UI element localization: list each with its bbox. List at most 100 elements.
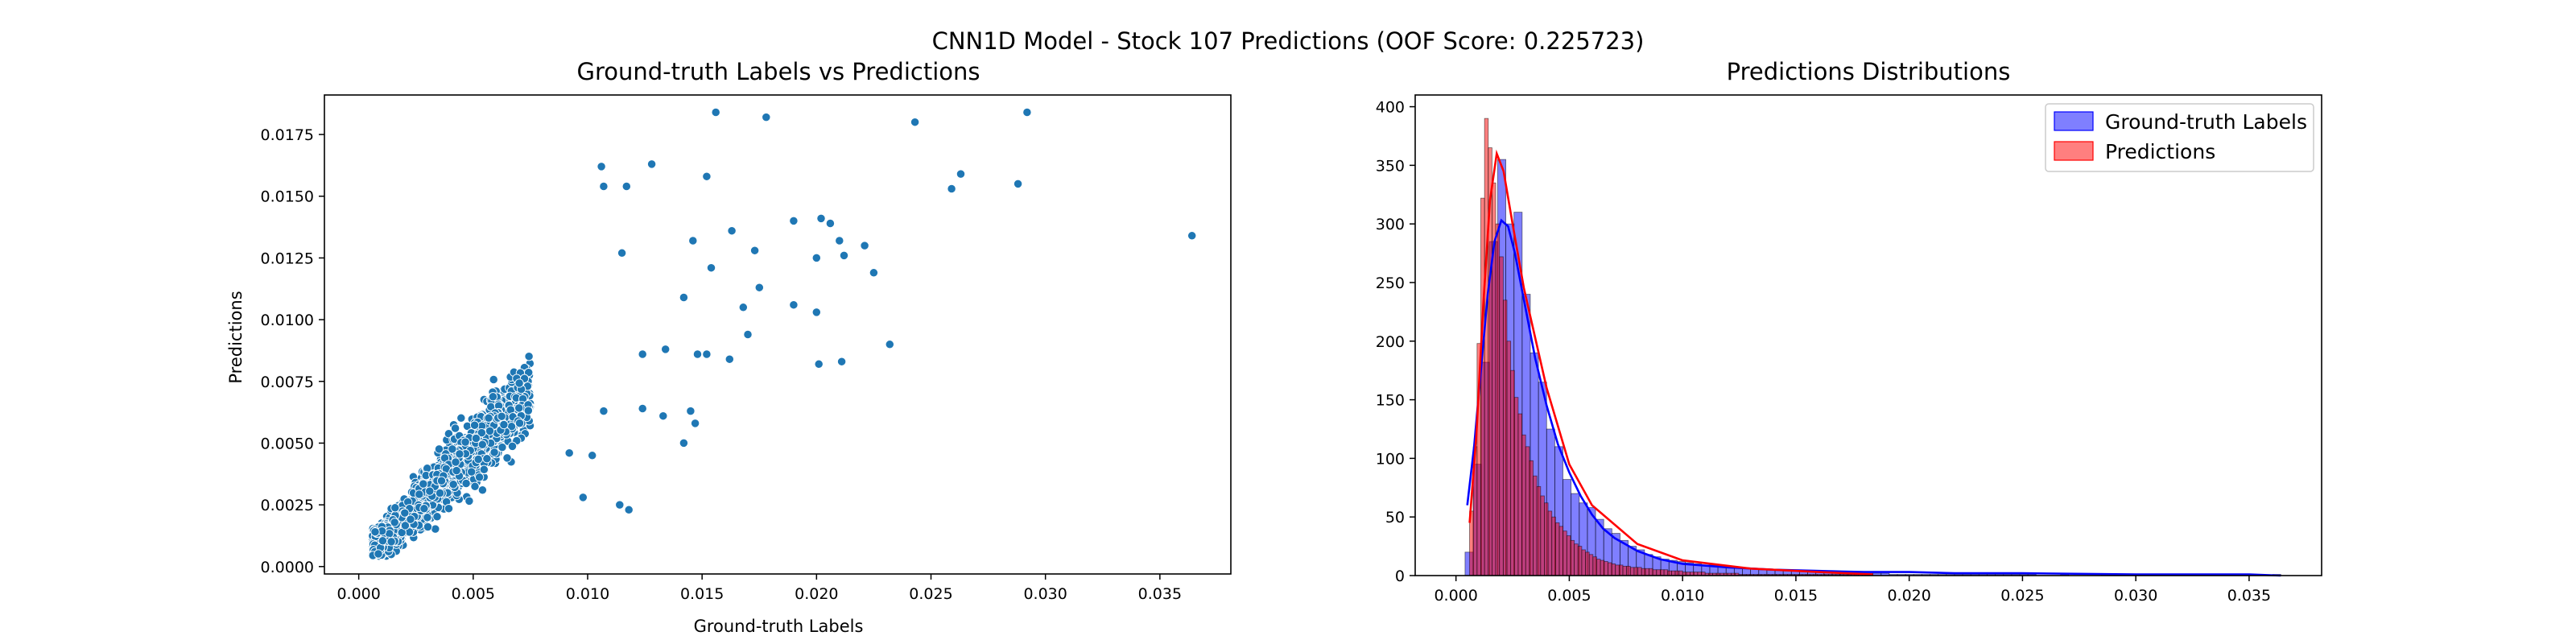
histogram-bar-predictions bbox=[1663, 569, 1669, 576]
histogram-bar-predictions bbox=[1499, 256, 1504, 576]
histogram-y-tick-label: 0 bbox=[1395, 568, 1405, 585]
scatter-y-tick-label: 0.0075 bbox=[261, 374, 314, 391]
histogram-bar-predictions bbox=[1604, 561, 1608, 576]
scatter-point bbox=[839, 250, 849, 261]
histogram-bar-predictions bbox=[1502, 299, 1508, 576]
scatter-point bbox=[390, 503, 400, 513]
histogram-bar-predictions bbox=[1551, 516, 1556, 576]
scatter-point bbox=[390, 518, 399, 527]
scatter-point bbox=[444, 429, 454, 439]
scatter-point bbox=[825, 218, 836, 229]
histogram-x-tick-label: 0.010 bbox=[1661, 587, 1704, 605]
histogram-y-tick-label: 100 bbox=[1376, 450, 1405, 468]
scatter-point bbox=[638, 349, 647, 359]
histogram-axes: 0.000 0.005 0.010 0.015 0.020 0.025 0.030 0.035… bbox=[1376, 99, 2271, 605]
histogram-bar-predictions bbox=[1533, 475, 1538, 576]
scatter-point bbox=[474, 473, 485, 482]
scatter-point bbox=[1013, 179, 1023, 189]
scatter-y-tick-label: 0.0150 bbox=[261, 188, 314, 206]
scatter-point bbox=[419, 504, 429, 514]
scatter-point bbox=[423, 522, 433, 532]
scatter-point bbox=[473, 454, 483, 464]
scatter-point bbox=[956, 169, 966, 179]
scatter-xlabel: Ground-truth Labels bbox=[694, 617, 864, 636]
scatter-point bbox=[431, 524, 440, 534]
scatter-point bbox=[688, 236, 698, 246]
scatter-point bbox=[452, 465, 461, 476]
scatter-x-tick-label: 0.035 bbox=[1138, 585, 1182, 603]
histogram-bar-predictions bbox=[1588, 554, 1594, 576]
scatter-axes: 0.000 0.005 0.010 0.015 0.020 0.025 0.030 0.035… bbox=[261, 126, 1183, 603]
scatter-point bbox=[455, 449, 464, 459]
histogram-bar-predictions bbox=[1521, 434, 1526, 576]
scatter-point bbox=[564, 448, 574, 458]
scatter-point bbox=[497, 411, 506, 421]
histogram-x-tick-label: 0.015 bbox=[1774, 587, 1818, 605]
scatter-point bbox=[885, 340, 894, 349]
scatter-point bbox=[477, 440, 487, 449]
scatter-point bbox=[706, 263, 716, 273]
histogram-y-tick-label: 150 bbox=[1376, 392, 1405, 410]
histogram-y-tick-label: 50 bbox=[1385, 509, 1405, 526]
scatter-point bbox=[724, 354, 734, 364]
histogram-bar-predictions bbox=[1574, 543, 1579, 576]
scatter-point bbox=[406, 514, 415, 524]
scatter-x-tick-label: 0.010 bbox=[566, 585, 609, 603]
scatter-point bbox=[624, 505, 634, 514]
scatter-point bbox=[754, 283, 764, 292]
scatter-point bbox=[910, 118, 920, 127]
figure-suptitle: CNN1D Model - Stock 107 Predictions (OOF… bbox=[932, 27, 1645, 55]
histogram-y-tick-label: 400 bbox=[1376, 99, 1405, 117]
histogram-bar-predictions bbox=[1554, 522, 1560, 576]
histogram-bar-predictions bbox=[1566, 535, 1571, 576]
scatter-point bbox=[738, 303, 748, 312]
scatter-point bbox=[702, 171, 712, 181]
histogram-bar-predictions bbox=[1581, 549, 1586, 576]
scatter-y-tick-label: 0.0050 bbox=[261, 435, 314, 452]
scatter-point bbox=[789, 216, 799, 226]
histogram-bar-predictions bbox=[1577, 546, 1583, 576]
histogram-title: Predictions Distributions bbox=[1727, 58, 2011, 85]
histogram-x-tick-label: 0.000 bbox=[1434, 587, 1477, 605]
histogram-bar-predictions bbox=[1645, 568, 1649, 576]
scatter-point bbox=[378, 536, 388, 546]
histogram-plot-frame bbox=[1414, 94, 2322, 576]
legend-frame bbox=[2045, 103, 2314, 172]
scatter-point bbox=[444, 504, 454, 514]
histogram-bar-predictions bbox=[1618, 564, 1624, 576]
kde-line-predictions bbox=[1468, 149, 1873, 576]
scatter-point bbox=[456, 413, 466, 423]
scatter-point bbox=[479, 464, 489, 474]
scatter-point bbox=[482, 454, 492, 464]
scatter-panel: Ground-truth Labels vs Predictions Groun… bbox=[226, 58, 1232, 636]
scatter-point bbox=[947, 184, 956, 194]
scatter-point bbox=[523, 406, 533, 415]
scatter-point bbox=[811, 308, 821, 317]
histogram-bar-predictions bbox=[1629, 567, 1635, 576]
scatter-point bbox=[514, 418, 525, 428]
histogram-bar-predictions bbox=[1637, 567, 1642, 576]
scatter-point bbox=[835, 236, 844, 246]
scatter-point bbox=[448, 444, 457, 454]
scatter-point bbox=[484, 413, 493, 423]
histogram-y-tick-label: 200 bbox=[1376, 333, 1405, 351]
legend-swatch-ground-truth bbox=[2054, 111, 2094, 131]
scatter-point bbox=[711, 107, 720, 118]
scatter-point bbox=[400, 508, 410, 518]
scatter-point bbox=[415, 489, 424, 499]
scatter-point bbox=[1187, 231, 1197, 241]
histogram-x-tick-label: 0.035 bbox=[2227, 587, 2271, 605]
scatter-point bbox=[599, 181, 609, 192]
scatter-point bbox=[464, 496, 474, 506]
scatter-point bbox=[425, 486, 435, 496]
scatter-point bbox=[1022, 107, 1032, 118]
scatter-point bbox=[588, 451, 597, 460]
scatter-x-tick-label: 0.020 bbox=[795, 585, 838, 603]
scatter-point bbox=[386, 537, 396, 547]
scatter-point bbox=[497, 442, 507, 452]
scatter-point bbox=[467, 467, 477, 477]
histogram-bar-predictions bbox=[1652, 569, 1657, 576]
scatter-point bbox=[451, 457, 460, 467]
scatter-point bbox=[727, 226, 737, 236]
